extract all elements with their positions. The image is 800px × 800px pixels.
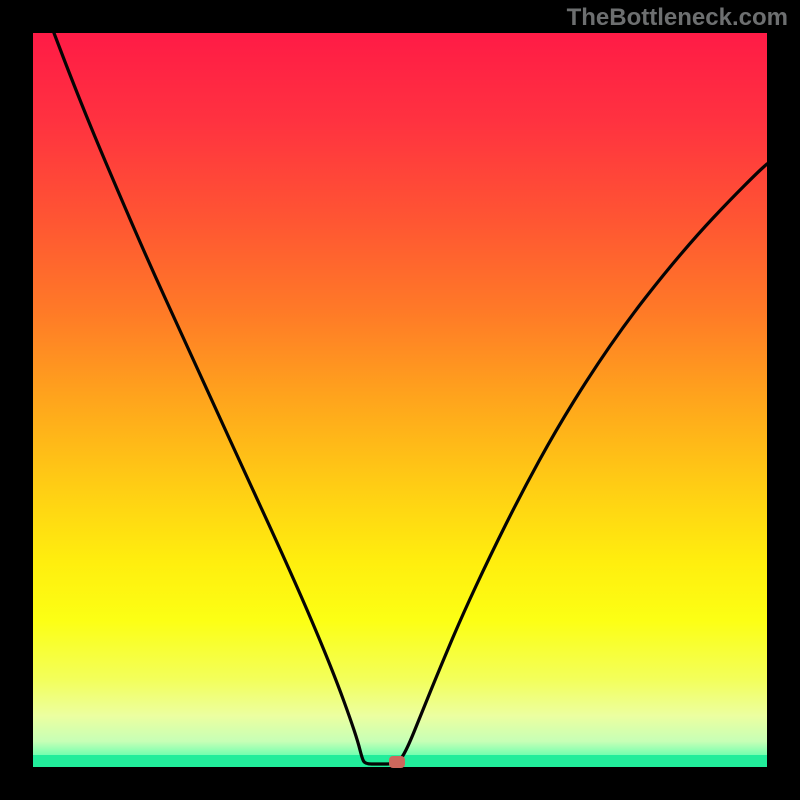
optimal-point-marker (389, 756, 405, 768)
plot-background (33, 33, 767, 767)
watermark-text: TheBottleneck.com (567, 4, 788, 32)
chart-frame: TheBottleneck.com (0, 0, 800, 800)
bottleneck-chart-svg (0, 0, 800, 800)
